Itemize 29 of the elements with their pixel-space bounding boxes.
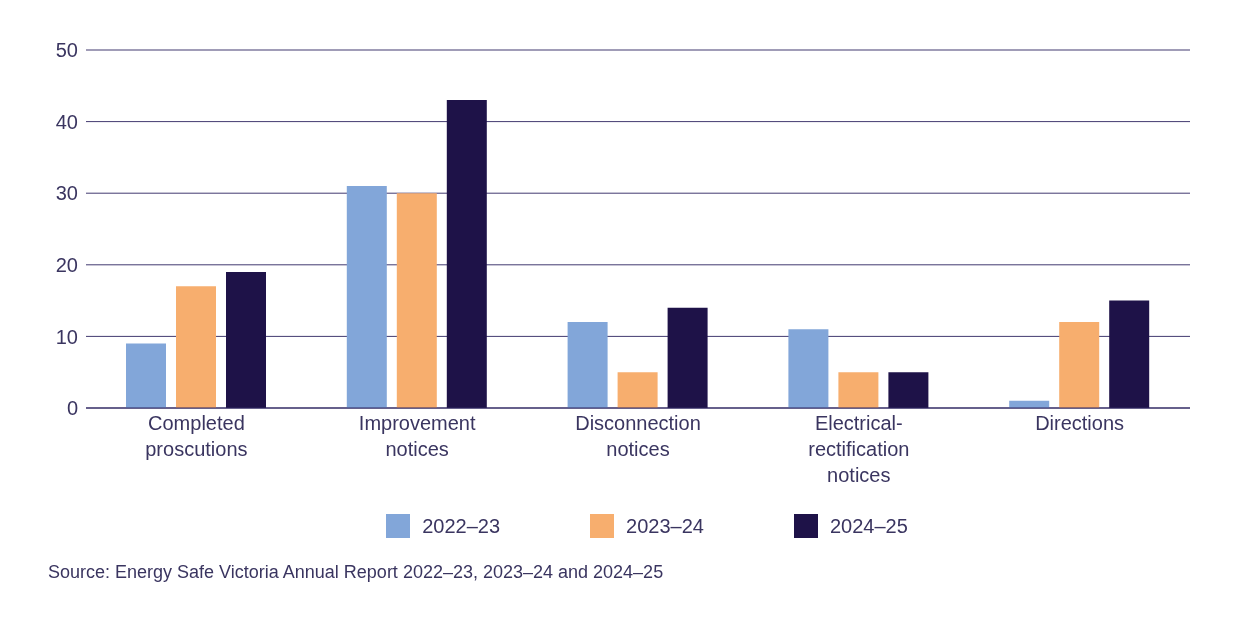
legend-label: 2024–25 xyxy=(829,514,908,538)
x-tick-label: Completed proscutions xyxy=(145,412,248,460)
x-tick-label: Directions xyxy=(1035,412,1125,434)
legend-label: 2022–23 xyxy=(422,514,501,538)
bar xyxy=(1059,322,1100,408)
bar xyxy=(396,193,437,408)
x-tick-label: Improvement notices xyxy=(358,412,476,460)
y-tick-label: 10 xyxy=(55,325,78,348)
bar xyxy=(176,286,216,408)
bar xyxy=(888,372,929,408)
bar xyxy=(346,186,387,408)
bar xyxy=(226,271,266,408)
bar xyxy=(446,100,487,408)
x-tick-label: Disconnection notices xyxy=(575,412,701,460)
y-tick-label: 0 xyxy=(66,397,78,420)
x-tick-label: Electrical-rectification notices xyxy=(808,412,910,486)
y-tick-label: 30 xyxy=(55,182,78,205)
bar xyxy=(788,329,829,408)
bar xyxy=(126,343,166,408)
bar xyxy=(838,372,879,408)
legend-label: 2023–24 xyxy=(626,514,704,538)
bar xyxy=(567,322,608,408)
bar xyxy=(1109,300,1150,408)
source-note: Source: Energy Safe Victoria Annual Report 2022–23, 2023–24 and 2024–25 xyxy=(48,562,665,583)
y-tick-label: 50 xyxy=(55,39,78,62)
bar xyxy=(617,372,658,408)
bar xyxy=(667,307,708,408)
y-tick-label: 20 xyxy=(55,253,78,276)
y-tick-label: 40 xyxy=(55,110,78,133)
